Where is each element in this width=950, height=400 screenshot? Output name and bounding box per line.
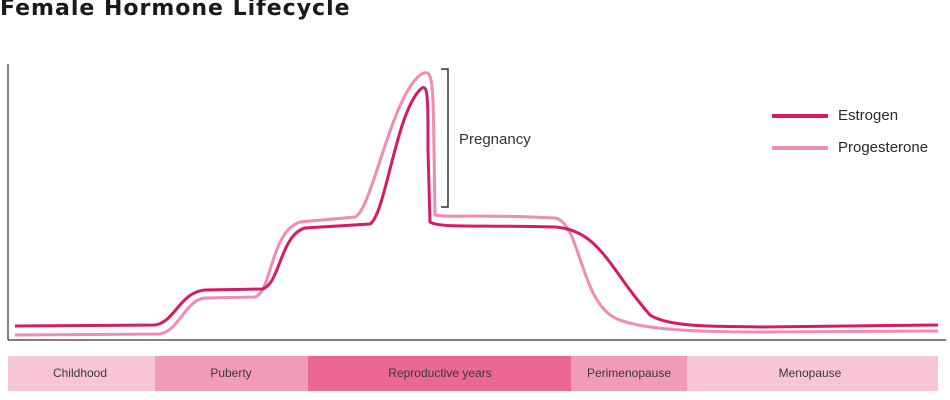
stage-band: [687, 356, 938, 391]
stage-band: [571, 356, 687, 391]
pregnancy-label: Pregnancy: [459, 131, 531, 148]
title: Female Hormone Lifecycle: [0, 0, 351, 21]
pregnancy-bracket: [441, 68, 449, 208]
stage-band: [155, 356, 308, 391]
stage-band: [308, 356, 571, 391]
estrogen-curve: [14, 86, 939, 329]
stage-band: [8, 356, 155, 391]
stage-label: Menopause: [779, 366, 842, 380]
legend-label: Progesterone: [838, 139, 928, 156]
stage-label: Childhood: [53, 366, 107, 380]
stage-label: Reproductive years: [388, 366, 491, 380]
stage-label: Puberty: [210, 366, 251, 380]
stage-label: Perimenopause: [587, 366, 671, 380]
legend-label: Estrogen: [838, 107, 898, 124]
progesterone-curve: [14, 71, 939, 337]
